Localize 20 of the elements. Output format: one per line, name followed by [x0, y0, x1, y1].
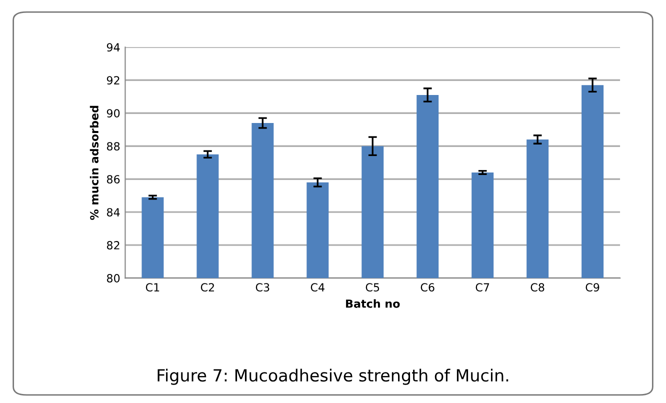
- y-tick-label: 90: [106, 109, 120, 118]
- y-tick-label: 80: [106, 274, 120, 282]
- y-axis-title: % mucin adsorbed: [90, 106, 98, 220]
- x-tick-label: C8: [530, 283, 544, 292]
- x-axis-title: Batch no: [346, 299, 400, 308]
- y-tick-label: 88: [106, 142, 120, 150]
- y-tick-label: 94: [106, 43, 120, 52]
- x-tick-label: C7: [476, 283, 490, 292]
- y-tick-label: 82: [106, 241, 120, 250]
- y-tick-label: 84: [106, 208, 120, 216]
- caption: Figure 7: Mucoadhesive strength of Mucin.: [158, 368, 508, 385]
- x-tick-label: C1: [146, 283, 160, 292]
- x-tick-label: C2: [200, 283, 214, 292]
- x-tick-label: C6: [420, 283, 434, 292]
- x-tick-label: C5: [366, 283, 380, 292]
- y-tick-label: 86: [106, 175, 120, 184]
- y-tick-label: 92: [106, 76, 120, 85]
- x-tick-label: C9: [586, 283, 600, 292]
- x-tick-label: C4: [310, 283, 324, 292]
- x-tick-label: C3: [256, 283, 270, 292]
